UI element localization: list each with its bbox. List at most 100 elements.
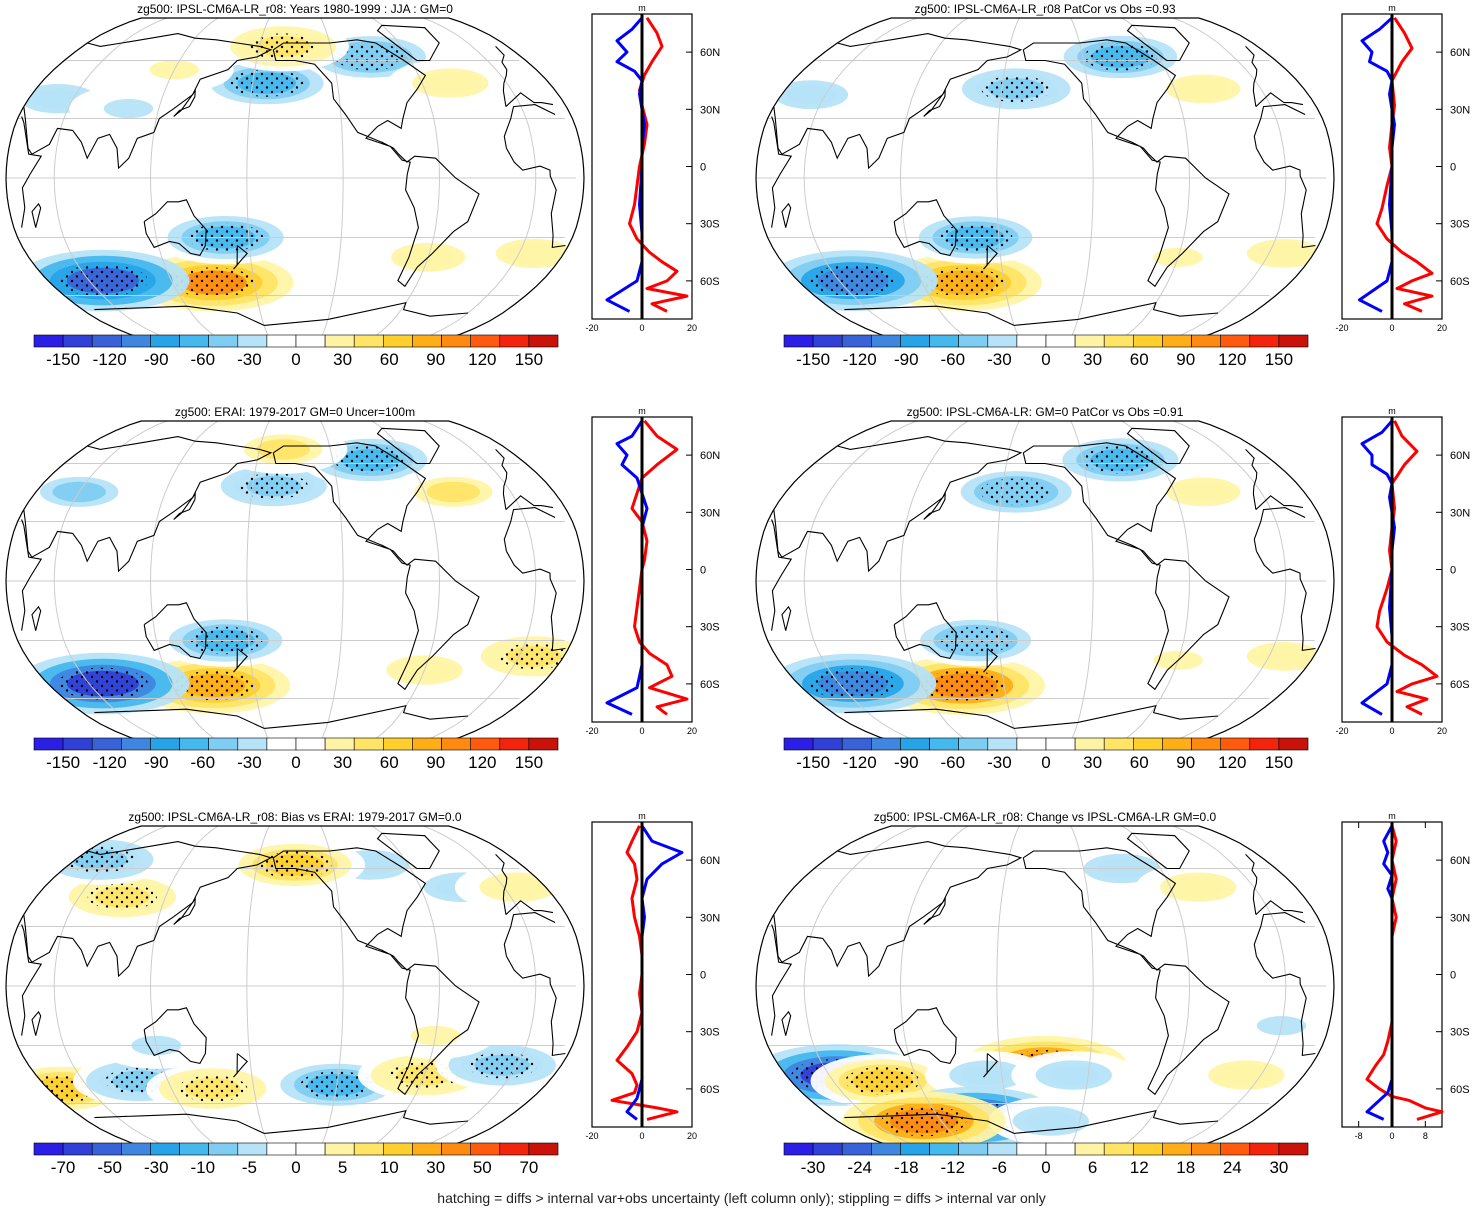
colorbar-1: -150 -120 -90 -60 -30 0 30 60 90 120 150	[33, 334, 559, 369]
colorbar-swatch	[1162, 1142, 1192, 1156]
graticule-lon	[899, 421, 969, 741]
coastline-2	[1253, 912, 1306, 957]
profile-ytick-label: 30N	[700, 507, 720, 519]
colorbar-tick-label: -60	[941, 753, 966, 772]
colorbar-swatch	[1133, 334, 1163, 348]
coastline-4	[264, 301, 469, 326]
colorbar-swatch	[295, 1142, 326, 1156]
colorbar-tick-label: 90	[426, 753, 445, 772]
graticule-lon	[803, 421, 917, 741]
colorbar-swatch	[1045, 737, 1076, 751]
colorbar-tick-label: 120	[468, 350, 496, 369]
colorbar-swatch	[841, 1142, 872, 1156]
profile-unit: m	[638, 3, 646, 13]
coastline-4	[94, 1113, 265, 1134]
colorbar-swatch	[382, 334, 413, 348]
colorbar-3: -150 -120 -90 -60 -30 0 30 60 90 120 150	[33, 737, 559, 772]
colorbar-tick-label: 18	[1176, 1158, 1195, 1177]
colorbar-tick-label: 0	[291, 753, 300, 772]
coastline-8	[983, 1053, 998, 1078]
coastline-1	[495, 46, 508, 107]
coastline-1	[23, 841, 273, 978]
colorbar-tick-label: 90	[426, 350, 445, 369]
profile-ytick-label: 60N	[1450, 855, 1470, 867]
profile-unit: m	[1388, 3, 1396, 13]
colorbar-tick-label: 30	[426, 1158, 445, 1177]
colorbar-swatch	[441, 1142, 472, 1156]
field-contour-5	[1178, 79, 1229, 99]
coastline-1	[23, 33, 273, 170]
graticule-lon	[320, 421, 344, 741]
coastline-2	[771, 519, 793, 631]
coastline-2	[1255, 550, 1316, 652]
coastline-6	[31, 202, 42, 228]
profile-xtick-label: 0	[639, 323, 644, 333]
colorbar-tick-label: -90	[144, 753, 169, 772]
graticule-lon	[899, 826, 969, 1146]
colorbar-swatch	[1220, 737, 1251, 751]
profile-ytick-label: 0	[1450, 970, 1456, 982]
graticule-lon	[149, 826, 219, 1146]
profile-xtick-label: -20	[585, 1131, 598, 1141]
graticule-lon	[246, 826, 270, 1146]
colorbar-tick-label: -30	[144, 1158, 169, 1177]
colorbar-swatch	[528, 1142, 559, 1156]
colorbar-swatch	[870, 737, 901, 751]
colorbar-swatch	[841, 334, 872, 348]
map-field	[756, 421, 1334, 741]
field-contour-11	[491, 877, 545, 898]
colorbar-tick-label: 0	[291, 350, 300, 369]
colorbar-tick-label: 30	[333, 753, 352, 772]
stipple-region	[333, 446, 408, 474]
coastline-2	[21, 924, 43, 1036]
graticule-lon	[320, 18, 344, 338]
coastline-8	[233, 245, 248, 270]
colorbar-tick-label: 0	[291, 1158, 300, 1177]
coastline-0	[1022, 442, 1230, 691]
profile-xtick-label: 20	[1437, 726, 1447, 736]
coastline-4	[844, 305, 1015, 326]
colorbar-swatch	[1278, 334, 1309, 348]
coastline-1	[505, 92, 554, 108]
colorbar-swatch	[1016, 1142, 1047, 1156]
colorbar-tick-label: -18	[894, 1158, 919, 1177]
graticule-lon	[1121, 826, 1191, 1146]
profile-ytick-label: 60S	[1450, 679, 1470, 691]
colorbar-tick-label: 0	[1041, 350, 1050, 369]
coastline-7	[923, 88, 946, 117]
graticule-lon	[371, 18, 441, 338]
colorbar-swatch	[1045, 334, 1076, 348]
colorbar-swatch	[528, 334, 559, 348]
field-contour-10	[1172, 877, 1225, 898]
coastline-3	[893, 1007, 957, 1065]
field-contour-11	[103, 99, 154, 119]
coastline-1	[23, 436, 273, 573]
field-contour-4	[1047, 1065, 1100, 1086]
profile-series-red	[1375, 420, 1439, 716]
profile-ytick-label: 60S	[700, 679, 720, 691]
colorbar-6: -30 -24 -18 -12 -6 0 6 12 18 24 30	[783, 1142, 1309, 1177]
coastline-7	[173, 896, 196, 925]
coastline-4	[844, 1113, 1015, 1134]
colorbar-tick-label: 150	[515, 753, 543, 772]
graticule-lon	[1070, 826, 1094, 1146]
coastline-7	[923, 896, 946, 925]
field-contour-12	[270, 907, 320, 927]
colorbar-swatch	[1045, 1142, 1076, 1156]
stipple-region	[845, 1067, 921, 1095]
profile-xtick-label: -20	[585, 726, 598, 736]
zonal-profile-4: 60N 30N 0 30S 60S -20 0 20 m	[1335, 406, 1470, 736]
colorbar-tick-label: 150	[1265, 350, 1293, 369]
colorbar-swatch	[470, 334, 501, 348]
colorbar-swatch	[412, 737, 442, 751]
colorbar-swatch	[1249, 334, 1280, 348]
graticule-lon	[1121, 18, 1191, 338]
coastline-8	[983, 245, 998, 270]
colorbar-tick-label: 60	[380, 753, 399, 772]
colorbar-swatch	[1016, 334, 1047, 348]
coastline-1	[773, 33, 1023, 170]
field-contour-8	[1220, 1065, 1273, 1086]
profile-xtick-label: 20	[687, 323, 697, 333]
zonal-profile-2: 60N 30N 0 30S 60S -20 0 20 m	[1335, 3, 1470, 333]
zonal-profile-1: 60N 30N 0 30S 60S -20 0 20 m	[585, 3, 720, 333]
